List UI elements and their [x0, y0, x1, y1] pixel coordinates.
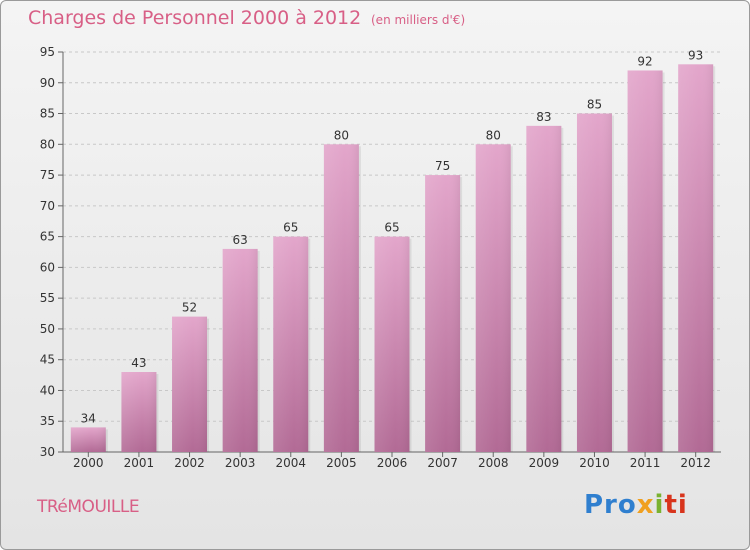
logo-part-ti: ti [664, 490, 688, 520]
logo-part-x: x [636, 490, 655, 520]
bar-sheen-2002 [172, 316, 208, 452]
data-label-2002: 52 [182, 301, 197, 315]
data-label-2011: 92 [637, 54, 652, 68]
bar-sheen-2006 [374, 236, 410, 452]
y-tick-label-90: 90 [40, 76, 55, 90]
data-label-2009: 83 [536, 110, 551, 124]
y-tick-label-35: 35 [40, 414, 55, 428]
bar-sheen-2005 [323, 144, 359, 453]
data-label-2007: 75 [435, 159, 450, 173]
x-tick-label-2006: 2006 [377, 456, 408, 470]
chart-title: Charges de Personnel 2000 à 2012 [28, 7, 362, 29]
label-layer: 34 43 52 63 65 80 65 75 80 83 85 92 93 [81, 48, 704, 425]
data-label-2006: 65 [384, 221, 399, 235]
bar-sheen-2000 [70, 427, 106, 452]
y-tick-label-30: 30 [40, 445, 55, 459]
bar-sheen-2007 [425, 175, 461, 453]
x-tick-label-2003: 2003 [225, 456, 256, 470]
x-tick-label-2010: 2010 [579, 456, 610, 470]
x-tick-label-2009: 2009 [529, 456, 560, 470]
y-tick-label-50: 50 [40, 322, 55, 336]
x-tick-label-2011: 2011 [630, 456, 661, 470]
x-tick-label-2002: 2002 [174, 456, 205, 470]
data-label-2000: 34 [81, 411, 96, 425]
x-tick-label-2007: 2007 [427, 456, 458, 470]
proxiti-logo[interactable]: Proxiti [584, 490, 688, 520]
x-tick-label-2001: 2001 [124, 456, 155, 470]
data-label-2010: 85 [587, 98, 602, 112]
logo-part-pro: Pro [584, 490, 637, 520]
y-tick-label-65: 65 [40, 230, 55, 244]
bar-sheen-2008 [475, 144, 511, 453]
data-label-2001: 43 [131, 356, 146, 370]
bar-sheen-2012 [678, 64, 714, 453]
y-tick-label-60: 60 [40, 260, 55, 274]
bar-sheen-2004 [273, 236, 309, 452]
data-label-2003: 63 [233, 233, 248, 247]
y-tick-label-40: 40 [40, 383, 55, 397]
y-tick-label-70: 70 [40, 199, 55, 213]
x-tick-label-2005: 2005 [326, 456, 357, 470]
y-tick-label-45: 45 [40, 353, 55, 367]
data-label-2005: 80 [334, 128, 349, 142]
data-label-2012: 93 [688, 48, 703, 62]
chart-unit: (en milliers d'€) [371, 13, 466, 27]
y-tick-label-85: 85 [40, 107, 55, 121]
commune-name: TRéMOUILLE [37, 497, 140, 517]
y-tick-label-75: 75 [40, 168, 55, 182]
bar-sheen-2011 [627, 70, 663, 452]
data-label-2008: 80 [486, 128, 501, 142]
x-tick-label-2012: 2012 [680, 456, 711, 470]
x-tick-label-2004: 2004 [275, 456, 306, 470]
logo-part-i: i [654, 490, 665, 520]
bar-layer [70, 64, 716, 453]
data-label-2004: 65 [283, 221, 298, 235]
x-tick-label-2000: 2000 [73, 456, 104, 470]
y-tick-label-55: 55 [40, 291, 55, 305]
bar-sheen-2010 [576, 113, 612, 453]
axis-layer: 30 35 40 45 50 55 60 65 70 75 80 85 90 95 2000 2001 2002… [40, 45, 721, 470]
bar-sheen-2001 [121, 372, 157, 452]
y-tick-label-95: 95 [40, 45, 55, 59]
x-tick-label-2008: 2008 [478, 456, 509, 470]
bar-sheen-2009 [526, 125, 562, 452]
bar-sheen-2003 [222, 248, 258, 452]
y-tick-label-80: 80 [40, 137, 55, 151]
